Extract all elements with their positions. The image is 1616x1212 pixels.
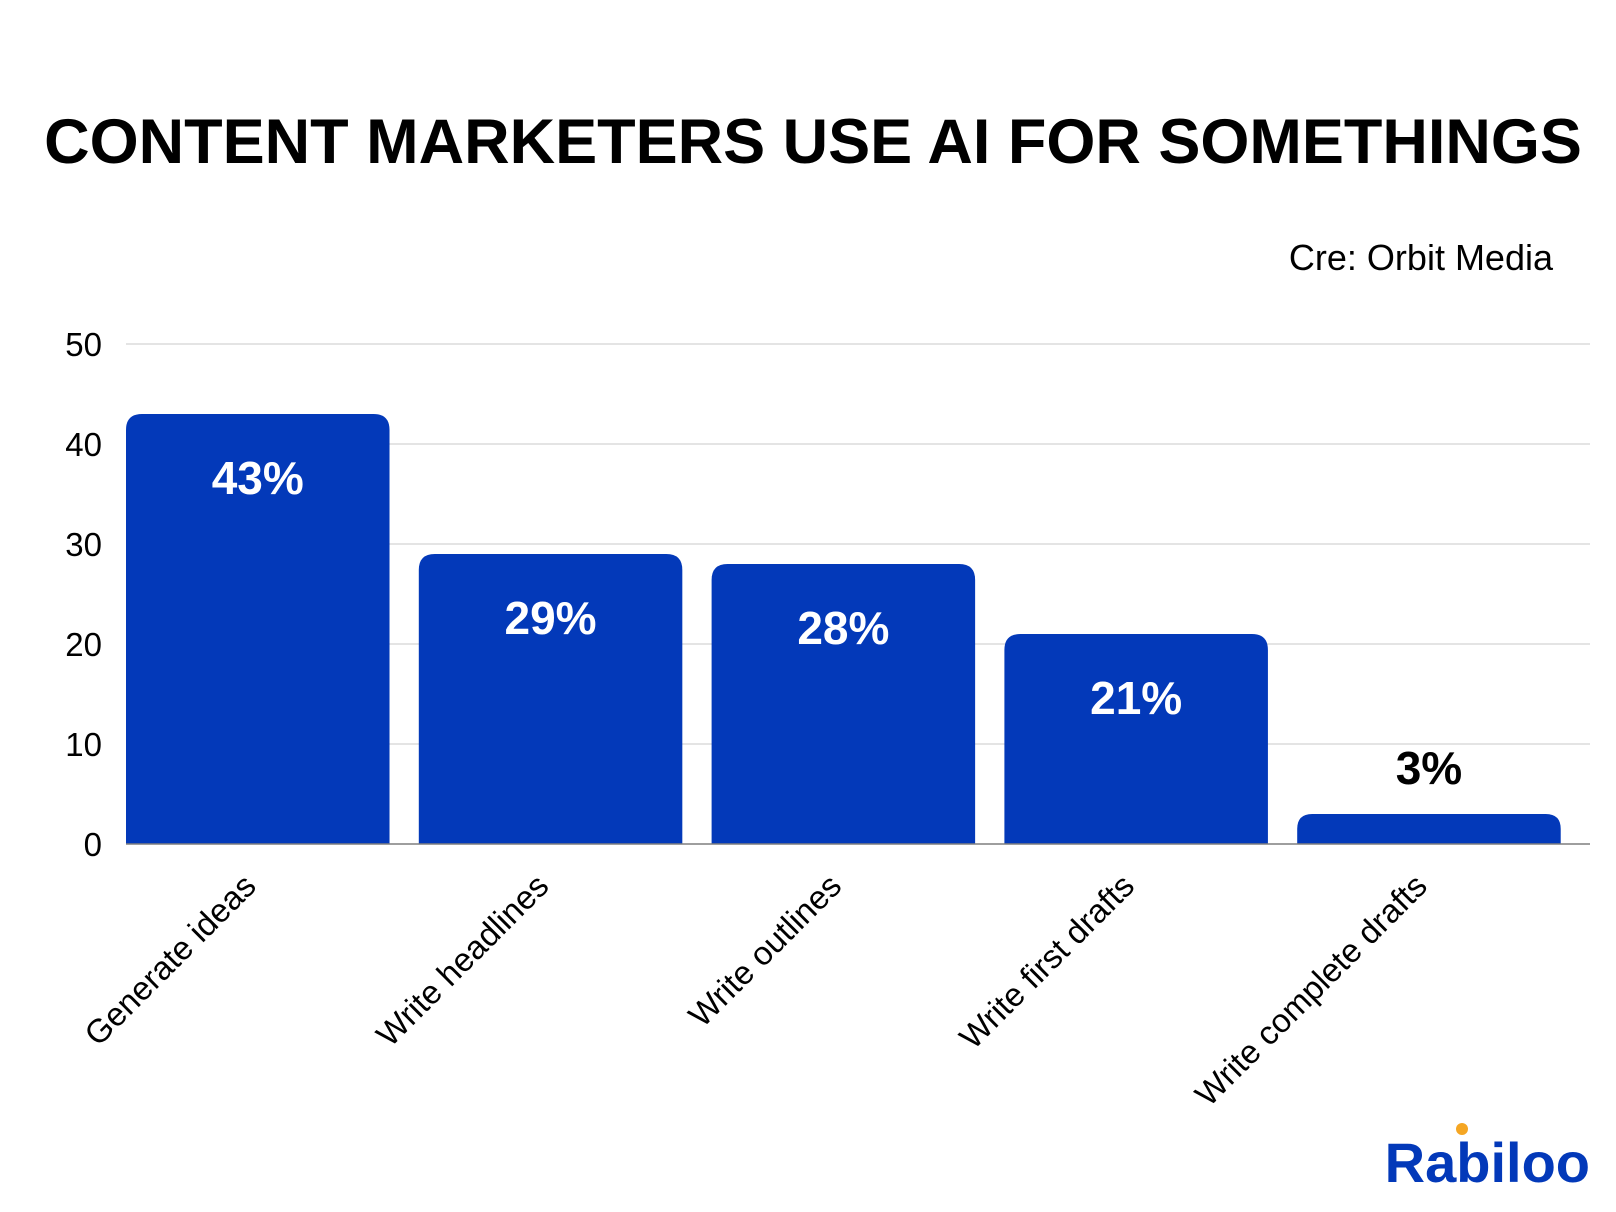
y-tick-label: 20 <box>65 626 102 663</box>
y-tick-label: 50 <box>65 326 102 363</box>
y-tick-label: 0 <box>84 826 102 863</box>
y-tick-label: 30 <box>65 526 102 563</box>
data-label: 29% <box>505 592 597 644</box>
x-tick-label: Write complete drafts <box>1188 867 1434 1113</box>
x-tick-label: Write headlines <box>369 867 556 1054</box>
orange-dot-icon <box>1456 1123 1468 1135</box>
bar <box>1004 634 1268 844</box>
bar <box>1297 814 1561 844</box>
y-axis-ticks: 0 10 20 30 40 50 <box>65 326 102 863</box>
data-label: 28% <box>797 602 889 654</box>
y-tick-label: 10 <box>65 726 102 763</box>
source-credit: Cre: Orbit Media <box>1289 237 1554 278</box>
logo-text: Rabiloo <box>1385 1131 1590 1194</box>
x-tick-label: Generate ideas <box>77 867 263 1053</box>
x-tick-label: Write outlines <box>681 867 848 1034</box>
chart-title: CONTENT MARKETERS USE AI FOR SOMETHINGS <box>44 107 1582 177</box>
data-label: 43% <box>212 452 304 504</box>
x-tick-label: Write first drafts <box>952 867 1141 1056</box>
bar <box>126 414 390 844</box>
y-tick-label: 40 <box>65 426 102 463</box>
bars <box>126 414 1561 844</box>
bar <box>711 564 976 844</box>
x-axis-ticks: Generate ideas Write headlines Write outli… <box>77 867 1434 1113</box>
data-label: 21% <box>1090 672 1182 724</box>
bar <box>418 554 683 844</box>
data-labels: 43% 29% 28% 21% 3% <box>212 452 1462 794</box>
logo: Rabiloo <box>1385 1123 1590 1194</box>
data-label: 3% <box>1396 742 1462 794</box>
